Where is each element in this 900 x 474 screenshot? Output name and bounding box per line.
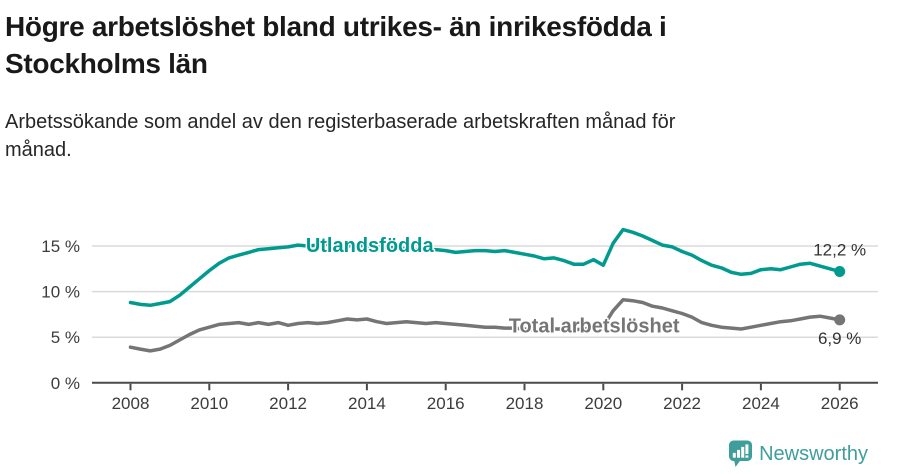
newsworthy-wordmark: Newsworthy [759, 442, 868, 465]
series-line-1 [128, 298, 842, 353]
newsworthy-icon [729, 440, 753, 467]
series-end-dot-0 [834, 266, 846, 278]
newsworthy-logo: Newsworthy [728, 440, 868, 468]
chart-subtitle: Arbetssökande som andel av den registerb… [5, 108, 865, 164]
line-chart: 2008 2010 2012 2014 2016 2018 2020 2022 2024 2026… [41, 227, 878, 413]
x-tick-label-2014: 2014 [348, 394, 386, 413]
x-tick-label-2010: 2010 [190, 394, 228, 413]
series-line-0 [128, 227, 842, 308]
page-title: Högre arbetslöshet bland utrikes- än inr… [5, 8, 865, 82]
series-inline-label-1: Total arbetslöshet [509, 315, 680, 337]
series-inline-label-0: Utlandsfödda [306, 235, 435, 257]
x-tick-label-2022: 2022 [663, 394, 701, 413]
x-tick-label-2016: 2016 [427, 394, 465, 413]
page-title-line-2: Stockholms län [5, 48, 208, 79]
x-tick-label-2020: 2020 [584, 394, 622, 413]
page-title-line-1: Högre arbetslöshet bland utrikes- än inr… [5, 11, 667, 42]
chart-header: Högre arbetslöshet bland utrikes- än inr… [5, 8, 865, 164]
x-tick-label-2008: 2008 [112, 394, 150, 413]
y-tick-label-0: 0 % [51, 374, 80, 393]
series-end-value-1: 6,9 % [818, 329, 861, 348]
series-end-dot-1 [834, 314, 846, 326]
chart-subtitle-line-2: månad. [5, 139, 72, 161]
chart-subtitle-line-1: Arbetssökande som andel av den registerb… [5, 111, 676, 133]
y-tick-label-5: 5 % [51, 328, 80, 347]
x-tick-label-2026: 2026 [821, 394, 859, 413]
x-tick-label-2018: 2018 [506, 394, 544, 413]
x-tick-label-2024: 2024 [742, 394, 780, 413]
y-tick-label-15: 15 % [41, 237, 80, 256]
series-end-value-0: 12,2 % [813, 241, 866, 260]
y-tick-label-10: 10 % [41, 283, 80, 302]
x-tick-label-2012: 2012 [269, 394, 307, 413]
